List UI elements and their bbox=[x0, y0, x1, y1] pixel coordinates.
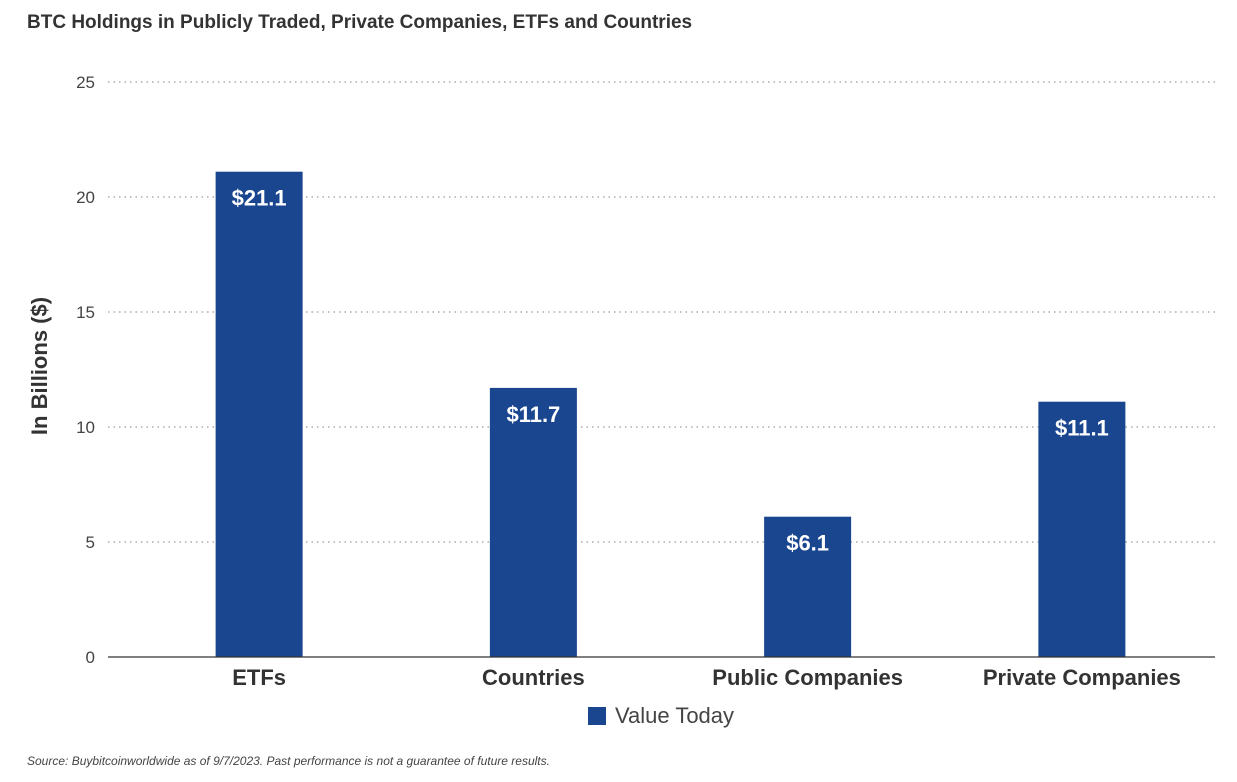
source-note: Source: Buybitcoinworldwide as of 9/7/20… bbox=[27, 754, 550, 768]
x-tick-label: Public Companies bbox=[712, 665, 903, 690]
y-axis-ticks: 0 5 10 15 20 25 bbox=[76, 73, 95, 667]
y-tick-label: 15 bbox=[76, 303, 95, 322]
y-tick-label: 25 bbox=[76, 73, 95, 92]
x-tick-label: Private Companies bbox=[983, 665, 1181, 690]
bar-value-label: $11.1 bbox=[1055, 416, 1109, 441]
y-tick-label: 5 bbox=[86, 533, 95, 552]
bar-value-label: $11.7 bbox=[506, 402, 560, 427]
bar-value-label: $21.1 bbox=[232, 186, 287, 211]
y-tick-label: 20 bbox=[76, 188, 95, 207]
y-tick-label: 10 bbox=[76, 418, 95, 437]
x-tick-label: ETFs bbox=[232, 665, 286, 690]
bar bbox=[215, 171, 303, 657]
bar bbox=[764, 516, 852, 657]
x-axis-ticks: ETFs Countries Public Companies Private Com… bbox=[232, 665, 1181, 690]
y-axis-label: In Billions ($) bbox=[27, 297, 52, 435]
bar bbox=[1038, 401, 1126, 657]
x-tick-label: Countries bbox=[482, 665, 585, 690]
chart-title: BTC Holdings in Publicly Traded, Private… bbox=[27, 12, 693, 33]
bar bbox=[489, 387, 577, 657]
bar-value-label: $6.1 bbox=[786, 531, 829, 556]
legend: Value Today bbox=[0, 703, 1237, 729]
legend-swatch bbox=[587, 707, 606, 725]
legend-label: Value Today bbox=[614, 703, 735, 728]
y-tick-label: 0 bbox=[86, 648, 95, 667]
bars: $21.1 $11.7 $6.1 $11.1 bbox=[215, 171, 1126, 657]
